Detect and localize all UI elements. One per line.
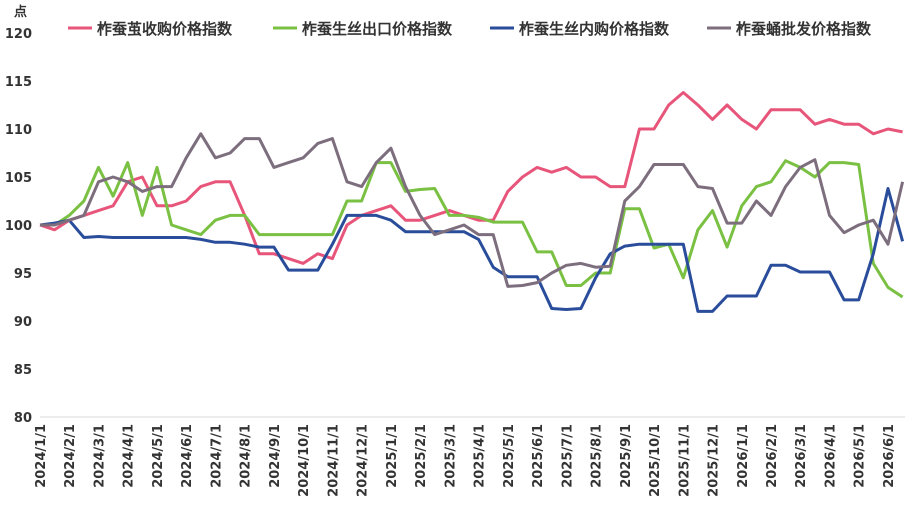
x-tick-label: 2026/6/1 <box>882 424 897 488</box>
y-tick-label: 85 <box>14 363 32 378</box>
x-tick-label: 2026/1/1 <box>736 424 751 488</box>
series-line <box>39 187 905 313</box>
x-tick-label: 2024/2/1 <box>63 424 78 488</box>
x-tick-label: 2025/1/1 <box>385 424 400 488</box>
y-tick-label: 95 <box>14 267 32 282</box>
y-tick-label: 120 <box>5 27 32 42</box>
y-tick-label: 105 <box>5 171 32 186</box>
x-tick-label: 2025/5/1 <box>502 424 517 488</box>
y-tick-label: 115 <box>5 75 32 90</box>
y-axis-label: 点 <box>14 4 27 20</box>
x-tick-label: 2024/5/1 <box>151 424 166 488</box>
x-tick-label: 2026/5/1 <box>853 424 868 488</box>
x-tick-label: 2025/7/1 <box>560 424 575 488</box>
series-line <box>40 132 905 288</box>
x-tick-label: 2024/3/1 <box>92 424 107 488</box>
legend-label: 柞蚕生丝出口价格指数 <box>302 20 453 38</box>
x-tick-label: 2025/10/1 <box>648 424 663 497</box>
x-tick-label: 2024/1/1 <box>34 424 49 488</box>
legend-label: 柞蚕茧收购价格指数 <box>97 20 233 38</box>
x-tick-label: 2026/4/1 <box>823 424 838 488</box>
x-tick-label: 2024/11/1 <box>326 424 341 497</box>
series-line <box>40 159 904 299</box>
x-tick-label: 2025/6/1 <box>531 424 546 488</box>
x-tick-label: 2024/8/1 <box>239 424 254 488</box>
y-tick-label: 110 <box>5 123 32 138</box>
x-tick-label: 2024/10/1 <box>297 424 312 497</box>
x-tick-label: 2025/8/1 <box>590 424 605 488</box>
x-tick-label: 2024/4/1 <box>122 424 137 488</box>
x-tick-label: 2025/11/1 <box>677 424 692 497</box>
x-tick-label: 2024/9/1 <box>268 424 283 488</box>
x-tick-label: 2026/2/1 <box>765 424 780 488</box>
x-tick-label: 2024/12/1 <box>356 424 371 497</box>
x-tick-label: 2025/4/1 <box>473 424 488 488</box>
x-tick-label: 2024/7/1 <box>209 424 224 488</box>
x-tick-label: 2024/6/1 <box>180 424 195 488</box>
x-tick-label: 2025/9/1 <box>619 424 634 488</box>
y-tick-label: 90 <box>14 315 32 330</box>
legend-label: 柞蚕蛹批发价格指数 <box>736 20 872 38</box>
x-tick-label: 2025/3/1 <box>443 424 458 488</box>
x-tick-label: 2025/12/1 <box>707 424 722 497</box>
y-tick-label: 80 <box>14 411 32 426</box>
x-tick-label: 2025/2/1 <box>414 424 429 488</box>
x-tick-label: 2026/3/1 <box>794 424 809 488</box>
y-tick-label: 100 <box>5 219 32 234</box>
legend-label: 柞蚕生丝内购价格指数 <box>519 20 670 38</box>
